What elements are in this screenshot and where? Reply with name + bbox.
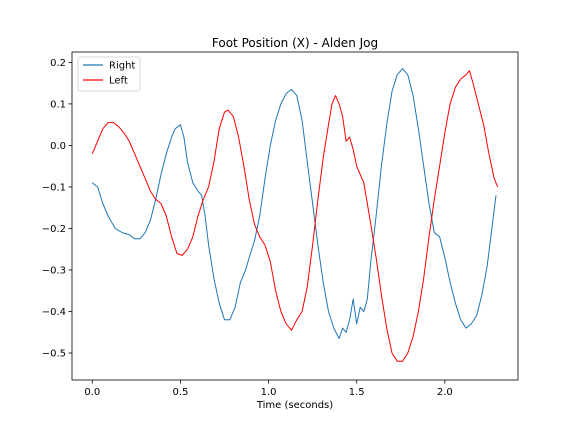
y-tick-label: −0.4 [42, 307, 66, 318]
axes-frame [71, 51, 519, 381]
series-line-right [91, 68, 497, 339]
legend-label-right: Right [109, 61, 135, 72]
x-axis-ticks: 0.0 0.5 1.0 1.5 2.0 [84, 380, 453, 398]
y-tick-label: 0.0 [50, 141, 66, 152]
y-tick-label: −0.1 [42, 182, 66, 193]
y-axis-ticks: −0.5 −0.4 −0.3 −0.2 −0.1 0.0 0.1 0.2 [42, 58, 72, 360]
x-axis-label: Time (seconds) [256, 400, 333, 411]
legend-entries: Right Left [83, 61, 135, 87]
chart-title: Foot Position (X) - Alden Jog [212, 36, 378, 50]
x-tick-label: 0.5 [172, 387, 188, 398]
y-tick-label: −0.5 [42, 349, 66, 360]
series-line-left [91, 70, 499, 362]
x-tick-label: 1.0 [261, 387, 277, 398]
y-tick-label: 0.1 [50, 99, 66, 110]
y-tick-label: 0.2 [50, 58, 66, 69]
legend-label-left: Left [109, 76, 128, 87]
legend: Right Left [77, 56, 141, 92]
y-tick-label: −0.2 [42, 224, 66, 235]
series-group [91, 68, 499, 362]
x-tick-label: 2.0 [437, 387, 453, 398]
x-tick-label: 1.5 [349, 387, 365, 398]
y-tick-label: −0.3 [42, 265, 66, 276]
x-tick-label: 0.0 [84, 387, 100, 398]
